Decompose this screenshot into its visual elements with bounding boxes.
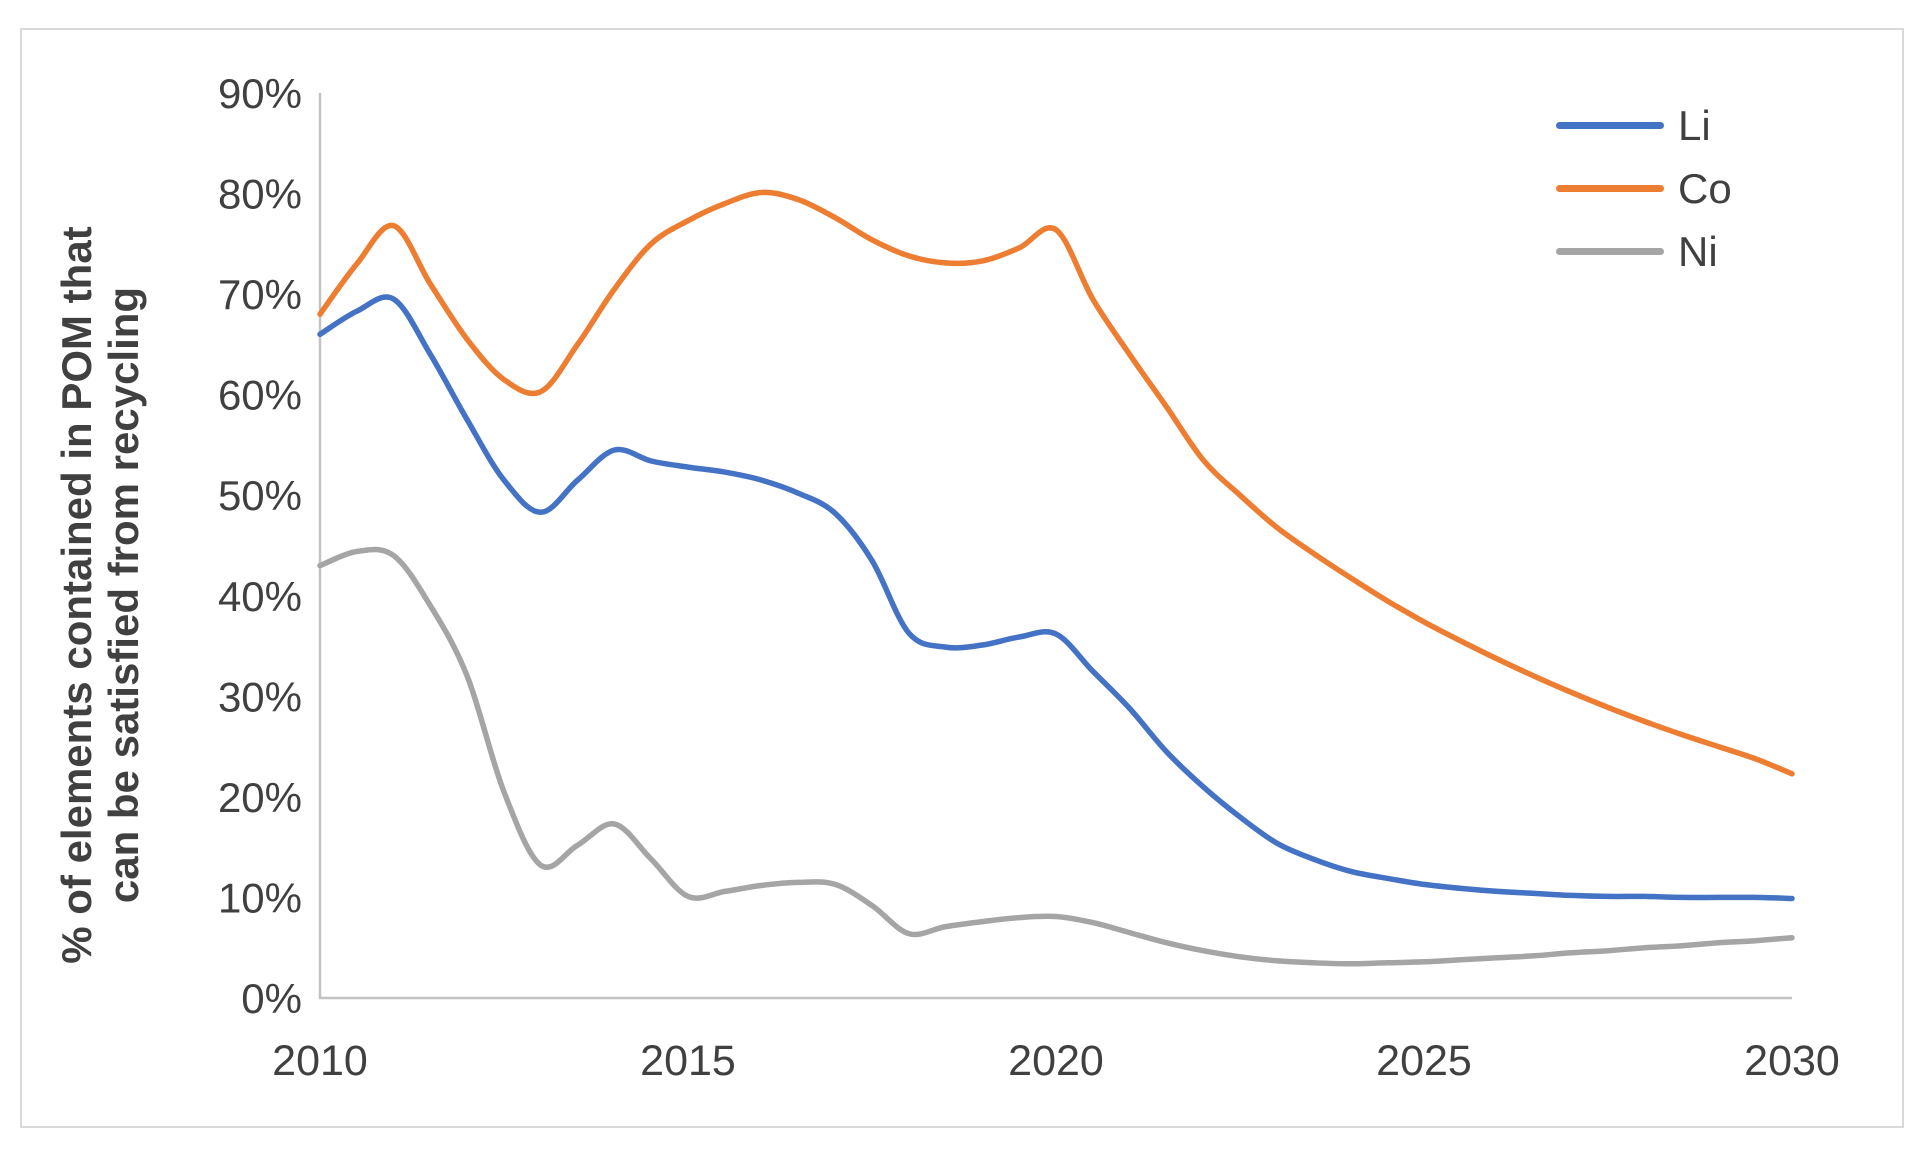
x-tick-labels: 2010 2015 2020 2025 2030 (272, 1037, 1840, 1085)
y-tick-label: 20% (218, 774, 302, 821)
y-tick-label: 10% (218, 874, 302, 921)
y-axis-title: % of elements contained in POM that can … (53, 175, 147, 1015)
x-tick-label: 2030 (1744, 1037, 1840, 1085)
legend-label-co: Co (1678, 164, 1732, 212)
legend-item-co: Co (1556, 157, 1732, 220)
axes (318, 93, 1792, 1000)
y-tick-label: 80% (218, 171, 302, 218)
legend-item-li: Li (1556, 94, 1732, 157)
y-tick-label: 60% (218, 372, 302, 419)
x-tick-label: 2015 (640, 1037, 736, 1085)
legend-item-ni: Ni (1556, 220, 1732, 283)
y-tick-label: 90% (218, 70, 302, 117)
y-tick-label: 70% (218, 271, 302, 318)
legend-swatch-co (1556, 185, 1664, 192)
x-tick-label: 2025 (1376, 1037, 1472, 1085)
legend-label-li: Li (1678, 101, 1711, 149)
series-line-co (317, 189, 1795, 777)
y-tick-label: 50% (218, 472, 302, 519)
y-tick-labels: 0% 10% 20% 30% 40% 50% 60% 70% 80% 90% (218, 70, 302, 1022)
x-tick-label: 2020 (1008, 1037, 1104, 1085)
y-tick-label: 0% (241, 975, 302, 1022)
legend-label-ni: Ni (1678, 227, 1718, 275)
y-axis-title-line1: % of elements contained in POM that (52, 226, 100, 964)
legend-swatch-ni (1556, 248, 1664, 255)
y-tick-label: 40% (218, 573, 302, 620)
series-line-li (317, 294, 1795, 902)
series-line-ni (317, 546, 1795, 967)
series-lines (317, 189, 1795, 967)
legend-swatch-li (1556, 122, 1664, 129)
legend: Li Co Ni (1556, 94, 1732, 283)
x-tick-label: 2010 (272, 1037, 368, 1085)
y-axis-title-line2: can be satisfied from recycling (100, 286, 147, 904)
y-tick-label: 30% (218, 673, 302, 720)
